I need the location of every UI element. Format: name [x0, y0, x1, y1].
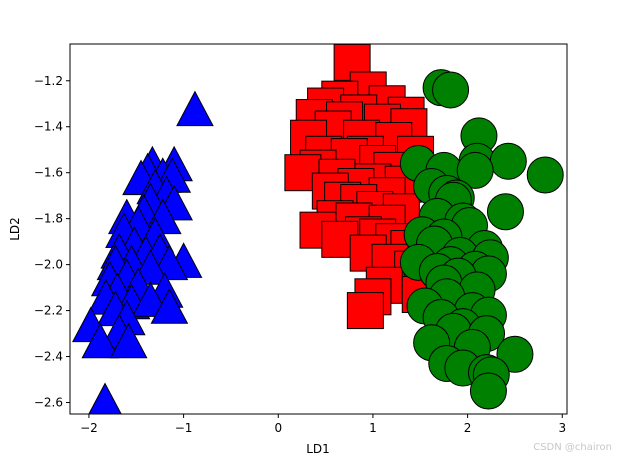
- data-point-triangle: [150, 288, 189, 324]
- y-tick-label: −2.6: [34, 396, 63, 410]
- data-point-square: [346, 292, 384, 330]
- y-axis: −2.6 −2.4 −2.2 −2.0 −1.8 −1.6 −1.4 −1.2: [34, 74, 70, 410]
- data-point-circle: [496, 335, 534, 373]
- y-tick-label: −1.6: [34, 166, 63, 180]
- y-tick-label: −2.0: [34, 258, 63, 272]
- plot-marks: [71, 44, 564, 414]
- x-axis: −2 −1 0 1 2 3: [80, 414, 566, 435]
- data-point-triangle: [88, 382, 122, 414]
- data-point-circle: [486, 193, 524, 231]
- x-tick-label: 0: [274, 421, 282, 435]
- data-point-circle: [432, 71, 470, 109]
- plot-frame: [69, 43, 568, 415]
- data-point-triangle: [176, 90, 214, 127]
- x-tick-label: 3: [558, 421, 566, 435]
- y-tick-label: −1.8: [34, 212, 63, 226]
- y-tick-label: −2.2: [34, 304, 63, 318]
- x-tick-label: −2: [80, 421, 98, 435]
- data-point-circle: [489, 142, 527, 180]
- y-tick-label: −1.2: [34, 74, 63, 88]
- series-triangle-group: [71, 90, 214, 414]
- data-point-square: [299, 211, 337, 249]
- x-axis-label: LD1: [306, 442, 330, 456]
- data-point-circle: [469, 372, 507, 410]
- data-point-circle: [456, 151, 494, 189]
- y-tick-label: −1.4: [34, 120, 63, 134]
- x-tick-label: −1: [175, 421, 193, 435]
- data-point-triangle: [81, 322, 120, 359]
- data-point-circle: [526, 156, 564, 194]
- x-tick-label: 1: [369, 421, 377, 435]
- watermark: CSDN @chairon: [533, 442, 612, 453]
- series-circle-group: [399, 69, 564, 410]
- data-point-triangle: [109, 322, 148, 359]
- x-tick-label: 2: [464, 421, 472, 435]
- y-tick-label: −2.4: [34, 350, 63, 364]
- y-axis-label: LD2: [8, 217, 22, 241]
